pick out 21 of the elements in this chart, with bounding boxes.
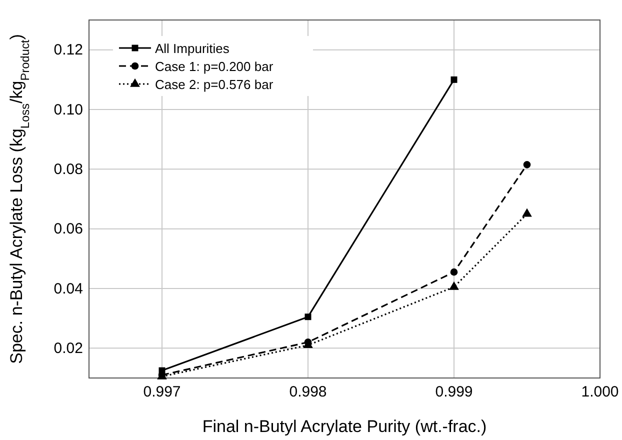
y-tick-label: 0.06: [54, 220, 83, 238]
x-tick-label: 0.999: [435, 384, 473, 401]
legend-label: Case 1: p=0.200 bar: [155, 59, 274, 74]
y-tick-label: 0.12: [54, 42, 83, 59]
legend-label: All Impurities: [155, 41, 230, 56]
point: [522, 208, 532, 217]
legend-label: Case 2: p=0.576 bar: [155, 77, 274, 92]
point: [304, 314, 312, 320]
y-tick-label: 0.04: [54, 280, 83, 298]
y-tick-label: 0.10: [54, 101, 83, 118]
x-axis-title: Final n-Butyl Acrylate Purity (wt.-frac.): [202, 417, 487, 436]
x-tick-label: 1.000: [581, 384, 619, 401]
point: [523, 161, 531, 168]
point: [158, 367, 166, 374]
y-tick-label: 0.02: [54, 340, 83, 357]
point: [450, 76, 458, 83]
point: [449, 281, 459, 290]
point: [450, 268, 458, 276]
x-tick-label: 0.997: [143, 384, 181, 401]
x-tick-label: 0.998: [289, 384, 327, 401]
y-tick-label: 0.08: [54, 160, 83, 178]
